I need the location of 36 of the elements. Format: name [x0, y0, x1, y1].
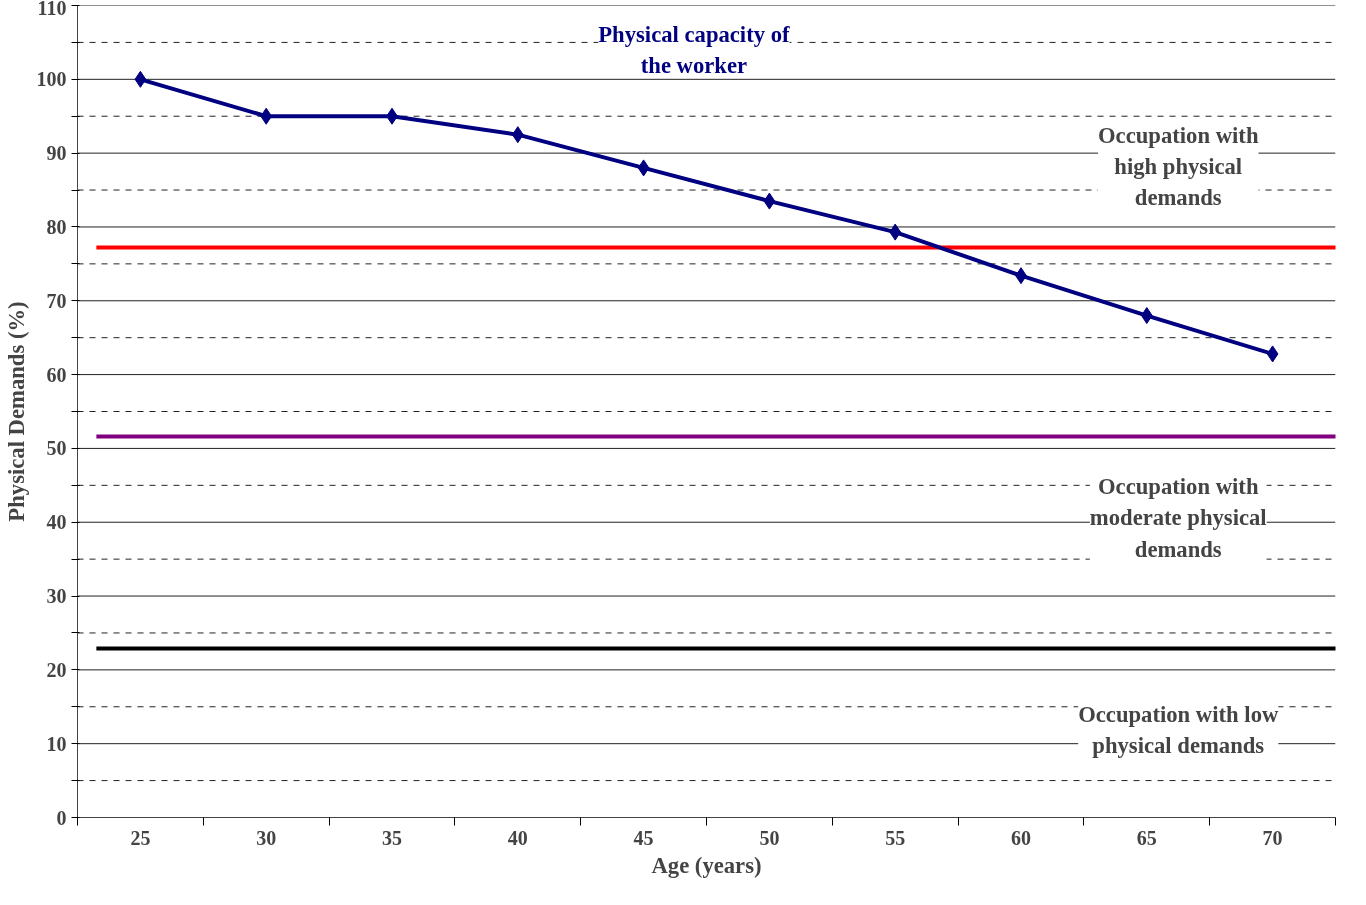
y-tick-label: 90 [46, 142, 67, 165]
ref-line-label: Occupation with moderate physical demands [1089, 474, 1267, 562]
y-tick-label: 110 [37, 0, 67, 19]
x-tick-label: 55 [885, 826, 906, 849]
point [763, 192, 776, 210]
y-tick-label: 0 [56, 806, 67, 829]
x-tick-label: 30 [256, 826, 277, 849]
point [511, 126, 524, 144]
ref-line-label: Occupation with high physical demands [1098, 122, 1259, 211]
y-axis-title: Physical Demands (%) [3, 301, 29, 522]
point [1140, 307, 1153, 325]
point [1266, 345, 1279, 363]
y-tick-label: 80 [46, 215, 67, 238]
y-tick-label: 10 [46, 732, 67, 755]
y-tick-label: 50 [46, 437, 67, 460]
point [889, 223, 902, 241]
point [637, 159, 650, 177]
x-tick-label: 50 [759, 826, 780, 849]
x-tick-label: 40 [507, 826, 528, 849]
point [260, 107, 273, 125]
ref-line-label: Occupation with low physical demands [1078, 701, 1279, 758]
x-axis-title: Age (years) [651, 852, 762, 878]
y-tick-label: 20 [46, 658, 67, 681]
text: Physical capacity of the worker [598, 21, 791, 78]
y-tick-label: 100 [36, 68, 67, 91]
x-tick-label: 25 [130, 826, 151, 849]
x-tick-label: 60 [1011, 826, 1031, 849]
point [134, 70, 147, 88]
y-tick-label: 70 [46, 289, 67, 312]
x-tick-label: 35 [382, 826, 402, 849]
y-tick-label: 30 [46, 585, 67, 608]
x-tick-label: 70 [1262, 826, 1283, 849]
y-tick-label: 60 [46, 363, 67, 386]
x-tick-label: 65 [1136, 826, 1157, 849]
y-tick-label: 40 [46, 511, 67, 534]
x-tick-label: 45 [633, 826, 654, 849]
